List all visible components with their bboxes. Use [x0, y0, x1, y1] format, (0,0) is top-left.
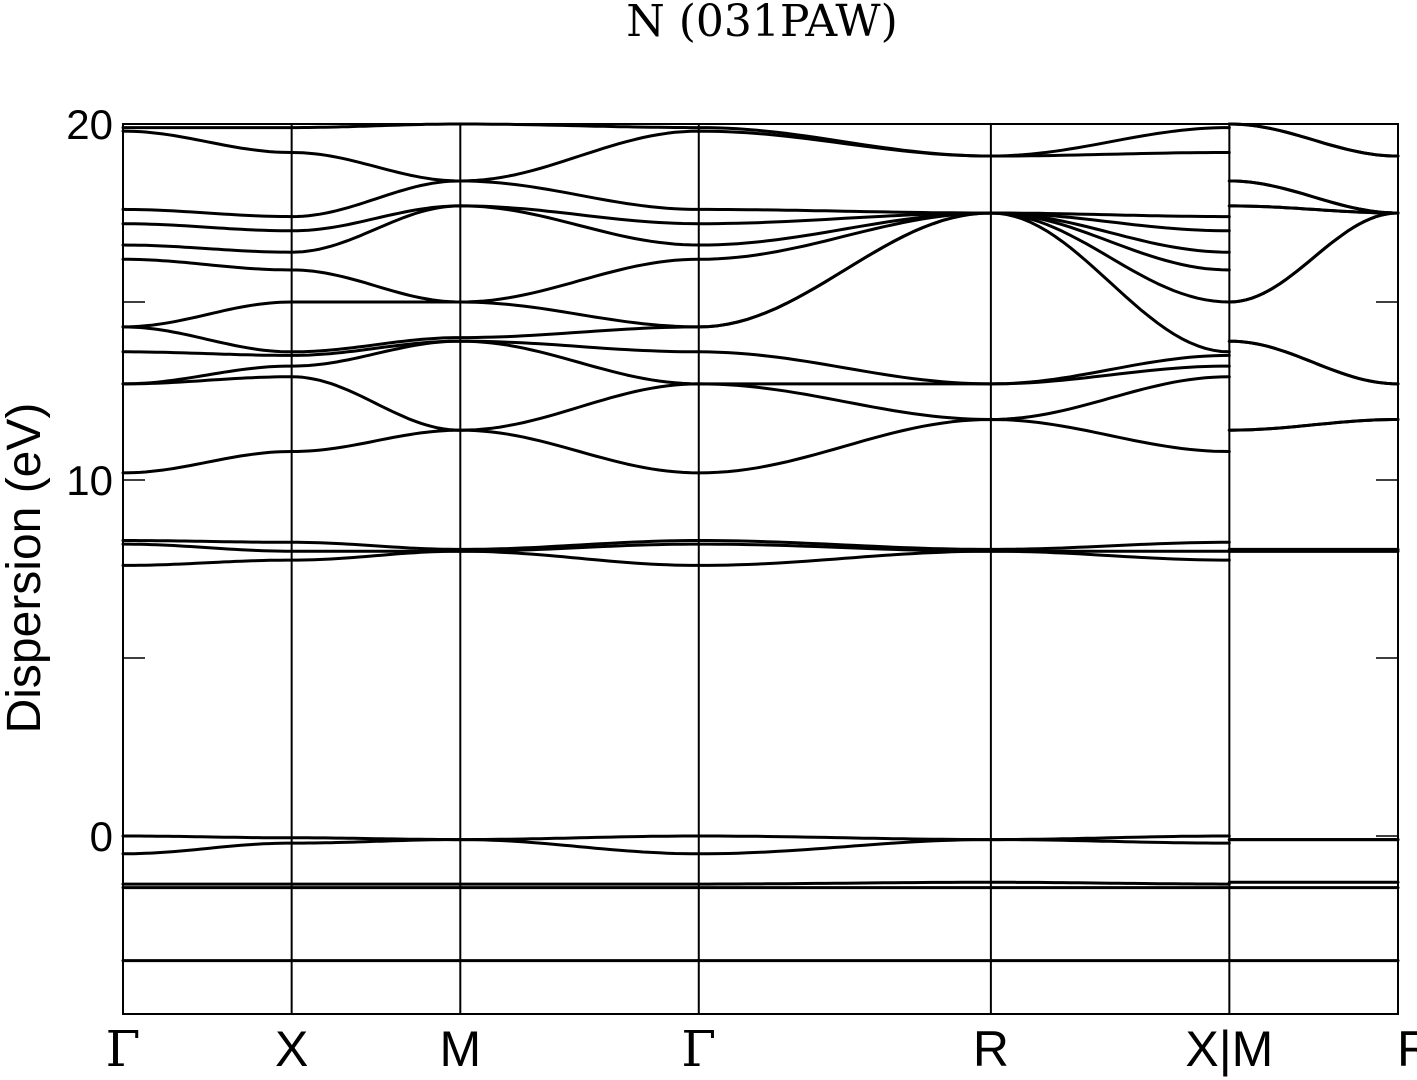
band-tail-17	[1227, 179, 1400, 215]
band-line-8	[121, 418, 1231, 475]
band-line-13	[121, 211, 1231, 329]
band-line-9	[121, 375, 1231, 432]
bands-layer	[121, 122, 1400, 963]
y-tick-label-2: 20	[66, 101, 113, 148]
x-tick-label-5: X|M	[1185, 1021, 1273, 1077]
band-tail-13	[1227, 211, 1400, 304]
x-tick-label-2: M	[439, 1021, 481, 1077]
band-tail-11	[1227, 339, 1400, 386]
k-point-lines	[290, 124, 1231, 1014]
plot-frame	[122, 123, 1399, 1015]
y-tick-label-0: 0	[90, 813, 113, 860]
chart-title: N (031PAW)	[626, 0, 898, 47]
band-line-19	[121, 122, 1231, 158]
band-tail-19	[1227, 122, 1400, 158]
band-line-17	[121, 179, 1231, 219]
band-line-12	[121, 211, 1231, 354]
band-line-11	[121, 339, 1231, 386]
x-tick-label-6: R	[1397, 1021, 1417, 1077]
x-tick-label-4: R	[973, 1021, 1009, 1077]
y-tick-label-1: 10	[66, 457, 113, 504]
band-tail-9	[1227, 418, 1400, 432]
band-line-3	[121, 838, 1231, 856]
x-tick-label-1: X	[275, 1021, 308, 1077]
band-line-5	[121, 549, 1231, 567]
y-ticks: 0 10 20	[66, 101, 1398, 1015]
x-tick-label-0: Γ	[106, 1020, 141, 1078]
x-ticks: Γ X M Γ R X|M R	[106, 1020, 1417, 1078]
band-line-7	[121, 539, 1231, 551]
band-line-6	[121, 542, 1231, 553]
band-line-2	[121, 880, 1231, 886]
band-line-4	[121, 834, 1231, 842]
x-tick-label-3: Γ	[681, 1020, 716, 1078]
band-tail-15	[1227, 204, 1400, 215]
band-line-18	[121, 129, 1231, 183]
y-axis-label: Dispersion (eV)	[0, 403, 51, 734]
band-line-14	[121, 211, 1231, 304]
